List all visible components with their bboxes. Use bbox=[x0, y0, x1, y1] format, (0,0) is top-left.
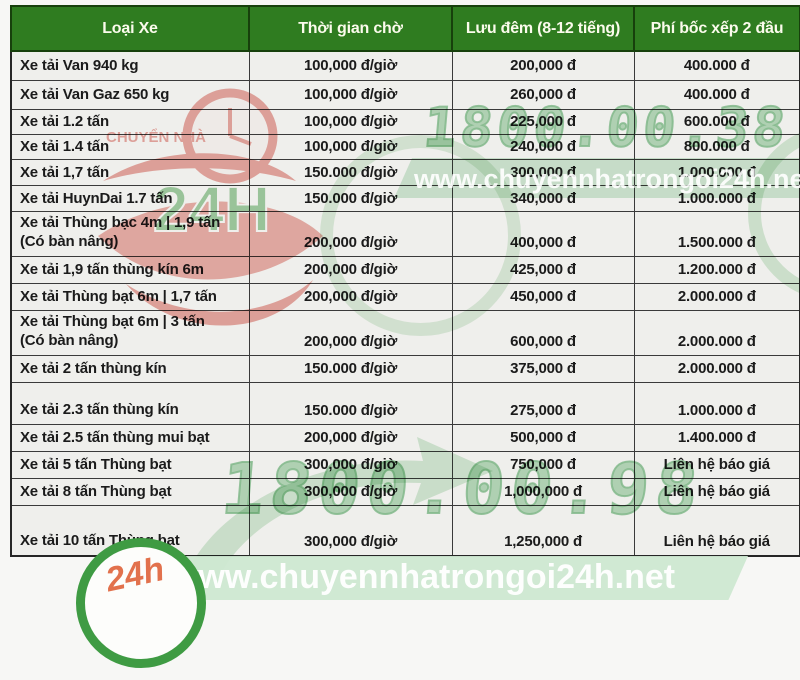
table-row: Xe tải 1.4 tấn 100,000 đ/giờ 240,000 đ 800.… bbox=[10, 133, 800, 160]
table-header: Loại Xe Thời gian chờ Lưu đêm (8-12 tiến… bbox=[10, 5, 800, 52]
table-row: Xe tải 8 tấn Thùng bạt 300,000 đ/giờ 1,000… bbox=[10, 477, 800, 506]
table-row: Xe tải 10 tấn Thùng bạt 300,000 đ/giờ 1,25… bbox=[10, 504, 800, 557]
cell-vehicle: Xe tải Thùng bạt 6m | 1,7 tấn bbox=[10, 282, 250, 311]
cell-vehicle: Xe tải Van Gaz 650 kg bbox=[10, 79, 250, 110]
table-row: Xe tải 5 tấn Thùng bạt 300,000 đ/giờ 750,0… bbox=[10, 450, 800, 479]
green-band-bottom bbox=[138, 556, 749, 600]
cell-overnight-fee: 1,000,000 đ bbox=[451, 477, 635, 506]
cell-wait-fee: 300,000 đ/giờ bbox=[248, 450, 453, 479]
cell-loading-fee: 1.000.000 đ bbox=[633, 381, 800, 425]
cell-overnight-fee: 500,000 đ bbox=[451, 423, 635, 452]
cell-loading-fee: Liên hệ báo giá bbox=[633, 504, 800, 557]
cell-overnight-fee: 425,000 đ bbox=[451, 255, 635, 284]
cell-overnight-fee: 300,000 đ bbox=[451, 158, 635, 186]
cell-wait-fee: 150.000 đ/giờ bbox=[248, 381, 453, 425]
cell-vehicle: Xe tải Van 940 kg bbox=[10, 50, 250, 81]
cell-overnight-fee: 200,000 đ bbox=[451, 50, 635, 81]
cell-vehicle: Xe tải Thùng bạc 4m | 1,9 tấn (Có bàn nâ… bbox=[10, 210, 250, 257]
cell-overnight-fee: 275,000 đ bbox=[451, 381, 635, 425]
cell-wait-fee: 200,000 đ/giờ bbox=[248, 423, 453, 452]
cell-overnight-fee: 375,000 đ bbox=[451, 354, 635, 383]
cell-vehicle: Xe tải 2.3 tấn thùng kín bbox=[10, 381, 250, 425]
cell-overnight-fee: 225,000 đ bbox=[451, 108, 635, 135]
header-row: Loại Xe Thời gian chờ Lưu đêm (8-12 tiến… bbox=[10, 5, 800, 52]
cell-wait-fee: 200,000 đ/giờ bbox=[248, 210, 453, 257]
cell-loading-fee: Liên hệ báo giá bbox=[633, 450, 800, 479]
cell-wait-fee: 300,000 đ/giờ bbox=[248, 477, 453, 506]
table-row: Xe tải 1.2 tấn 100,000 đ/giờ 225,000 đ 600.… bbox=[10, 108, 800, 135]
col-header-wait-fee: Thời gian chờ bbox=[248, 5, 453, 52]
cell-loading-fee: 400.000 đ bbox=[633, 79, 800, 110]
truck-pricing-table: Loại Xe Thời gian chờ Lưu đêm (8-12 tiến… bbox=[10, 5, 800, 557]
cell-wait-fee: 200,000 đ/giờ bbox=[248, 255, 453, 284]
cell-loading-fee: 2.000.000 đ bbox=[633, 282, 800, 311]
cell-vehicle: Xe tải 1.2 tấn bbox=[10, 108, 250, 135]
cell-overnight-fee: 400,000 đ bbox=[451, 210, 635, 257]
website-watermark-bottom: www.chuyennhatrongoi24h.net bbox=[172, 558, 676, 596]
cell-vehicle: Xe tải HuynDai 1.7 tấn bbox=[10, 184, 250, 212]
cell-overnight-fee: 260,000 đ bbox=[451, 79, 635, 110]
cell-vehicle: Xe tải 1,9 tấn thùng kín 6m bbox=[10, 255, 250, 284]
cell-wait-fee: 100,000 đ/giờ bbox=[248, 50, 453, 81]
cell-wait-fee: 200,000 đ/giờ bbox=[248, 282, 453, 311]
cell-loading-fee: 1.000.000 đ bbox=[633, 158, 800, 186]
cell-loading-fee: 1.200.000 đ bbox=[633, 255, 800, 284]
cell-loading-fee: 2.000.000 đ bbox=[633, 309, 800, 356]
cell-loading-fee: 800.000 đ bbox=[633, 133, 800, 160]
cell-vehicle: Xe tải 2 tấn thùng kín bbox=[10, 354, 250, 383]
cell-vehicle: Xe tải 10 tấn Thùng bạt bbox=[10, 504, 250, 557]
cell-wait-fee: 200,000 đ/giờ bbox=[248, 309, 453, 356]
cell-overnight-fee: 1,250,000 đ bbox=[451, 504, 635, 557]
cell-vehicle: Xe tải 1,7 tấn bbox=[10, 158, 250, 186]
cell-vehicle: Xe tải 8 tấn Thùng bạt bbox=[10, 477, 250, 506]
table-row: Xe tải 2 tấn thùng kín 150.000 đ/giờ 375,0… bbox=[10, 354, 800, 383]
cell-loading-fee: 1.400.000 đ bbox=[633, 423, 800, 452]
table-row: Xe tải 1,7 tấn 150.000 đ/giờ 300,000 đ 1.00… bbox=[10, 158, 800, 186]
cell-loading-fee: 1.000.000 đ bbox=[633, 184, 800, 212]
cell-overnight-fee: 450,000 đ bbox=[451, 282, 635, 311]
cell-wait-fee: 100,000 đ/giờ bbox=[248, 108, 453, 135]
cell-wait-fee: 150.000 đ/giờ bbox=[248, 158, 453, 186]
col-header-vehicle: Loại Xe bbox=[10, 5, 250, 52]
cell-loading-fee: 2.000.000 đ bbox=[633, 354, 800, 383]
cell-overnight-fee: 240,000 đ bbox=[451, 133, 635, 160]
col-header-loading: Phí bốc xếp 2 đầu bbox=[633, 5, 800, 52]
badge-24h-text: 24h bbox=[102, 549, 168, 600]
table-row: Xe tải Thùng bạc 4m | 1,9 tấn (Có bàn nâ… bbox=[10, 210, 800, 257]
table-row: Xe tải Van Gaz 650 kg 100,000 đ/giờ 260,00… bbox=[10, 79, 800, 110]
cell-overnight-fee: 340,000 đ bbox=[451, 184, 635, 212]
cell-overnight-fee: 600,000 đ bbox=[451, 309, 635, 356]
cell-wait-fee: 300,000 đ/giờ bbox=[248, 504, 453, 557]
col-header-overnight: Lưu đêm (8-12 tiếng) bbox=[451, 5, 635, 52]
cell-vehicle: Xe tải 5 tấn Thùng bạt bbox=[10, 450, 250, 479]
cell-vehicle: Xe tải Thùng bạt 6m | 3 tấn (Có bàn nâng… bbox=[10, 309, 250, 356]
table-row: Xe tải HuynDai 1.7 tấn 150.000 đ/giờ 340,0… bbox=[10, 184, 800, 212]
cell-vehicle: Xe tải 2.5 tấn thùng mui bạt bbox=[10, 423, 250, 452]
cell-wait-fee: 100,000 đ/giờ bbox=[248, 133, 453, 160]
table-row: Xe tải 1,9 tấn thùng kín 6m 200,000 đ/giờ… bbox=[10, 255, 800, 284]
cell-loading-fee: 600.000 đ bbox=[633, 108, 800, 135]
cell-wait-fee: 150.000 đ/giờ bbox=[248, 354, 453, 383]
table-row: Xe tải Thùng bạt 6m | 3 tấn (Có bàn nâng… bbox=[10, 309, 800, 356]
table-row: Xe tải Thùng bạt 6m | 1,7 tấn 200,000 đ/g… bbox=[10, 282, 800, 311]
cell-wait-fee: 100,000 đ/giờ bbox=[248, 79, 453, 110]
table-row: Xe tải 2.5 tấn thùng mui bạt 200,000 đ/gi… bbox=[10, 423, 800, 452]
cell-vehicle: Xe tải 1.4 tấn bbox=[10, 133, 250, 160]
cell-wait-fee: 150.000 đ/giờ bbox=[248, 184, 453, 212]
cell-loading-fee: 1.500.000 đ bbox=[633, 210, 800, 257]
table-row: Xe tải 2.3 tấn thùng kín 150.000 đ/giờ 275… bbox=[10, 381, 800, 425]
cell-loading-fee: Liên hệ báo giá bbox=[633, 477, 800, 506]
cell-overnight-fee: 750,000 đ bbox=[451, 450, 635, 479]
cell-loading-fee: 400.000 đ bbox=[633, 50, 800, 81]
